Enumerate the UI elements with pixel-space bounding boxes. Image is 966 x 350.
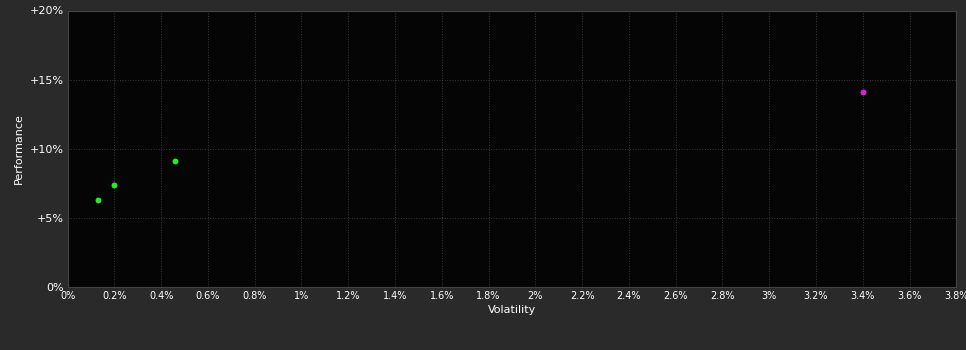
- Point: [167, 159, 183, 164]
- Y-axis label: Performance: Performance: [14, 113, 24, 184]
- X-axis label: Volatility: Volatility: [488, 305, 536, 315]
- Point: [90, 197, 105, 203]
- Point: [855, 89, 870, 95]
- Point: [106, 182, 122, 188]
